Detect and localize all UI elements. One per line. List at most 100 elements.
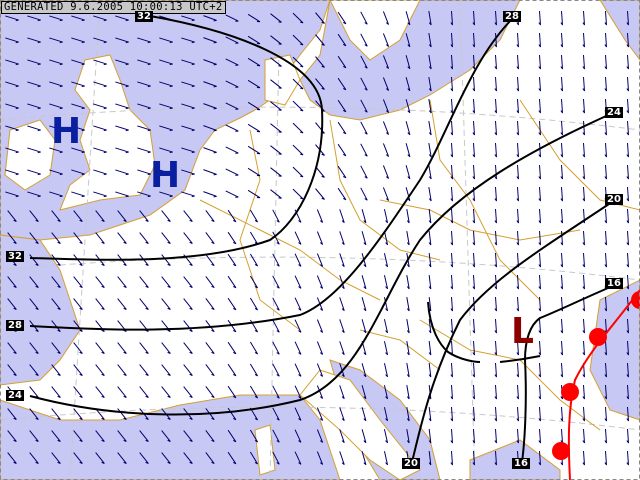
wind-arrow (117, 408, 127, 420)
wind-arrow (560, 252, 563, 268)
wind-arrow (538, 296, 541, 312)
wind-arrow (7, 298, 17, 310)
wind-arrow (5, 15, 19, 22)
wind-arrow (161, 276, 171, 288)
wind-arrow (249, 385, 259, 399)
wind-arrow (272, 209, 280, 223)
wind-arrow (117, 364, 127, 376)
wind-arrow (383, 209, 389, 224)
wind-arrow (339, 385, 345, 399)
wind-arrow (95, 430, 105, 442)
wind-arrow (71, 169, 85, 176)
wind-arrow (161, 452, 171, 464)
wind-arrow (626, 98, 629, 114)
wind-arrow (383, 363, 389, 378)
wind-arrow (405, 165, 411, 180)
wind-arrow (71, 37, 85, 44)
wind-arrow (560, 428, 563, 444)
wind-arrow (183, 342, 193, 354)
wind-arrow (249, 275, 259, 289)
wind-arrow (137, 191, 151, 198)
wind-arrow (117, 452, 127, 464)
wind-arrow (205, 430, 215, 443)
wind-arrow (315, 56, 325, 68)
wind-arrow (626, 120, 629, 136)
wind-arrow (247, 189, 261, 199)
wind-arrow (560, 54, 563, 70)
wind-arrow (73, 210, 83, 222)
wind-arrow (95, 298, 105, 310)
wind-arrow (205, 320, 215, 333)
wind-arrow (382, 33, 390, 47)
wind-arrow (626, 450, 629, 466)
wind-arrow (428, 428, 432, 444)
isobar-label: 24 (6, 390, 24, 401)
wind-arrow (315, 34, 325, 46)
wind-arrow (582, 142, 585, 158)
wind-arrow (428, 450, 432, 466)
wind-arrow (361, 429, 367, 444)
wind-arrow (560, 406, 563, 422)
wind-arrow (472, 362, 475, 378)
wind-arrow (538, 428, 541, 444)
wind-arrow (383, 253, 389, 268)
wind-arrow (247, 79, 261, 89)
wind-arrow (161, 254, 171, 266)
wind-arrow (538, 406, 541, 422)
wind-arrow (316, 209, 324, 223)
wind-arrow (27, 147, 41, 154)
wind-arrow (450, 252, 453, 268)
wind-arrow (339, 297, 345, 311)
wind-arrow (339, 231, 345, 245)
wind-arrow (137, 169, 151, 176)
wind-arrow (159, 37, 173, 44)
wind-arrow (582, 252, 585, 268)
wind-arrow (49, 103, 63, 110)
wind-arrow (272, 341, 280, 355)
wind-arrow (227, 363, 237, 377)
wind-arrow (472, 428, 475, 444)
wind-arrow (582, 296, 585, 312)
wind-arrow (270, 167, 282, 177)
wind-arrow (292, 122, 304, 134)
wind-arrow (604, 208, 607, 224)
wind-arrow (626, 186, 629, 202)
wind-arrow (183, 320, 193, 332)
wind-arrow (582, 186, 585, 202)
wind-arrow (159, 59, 173, 66)
high-pressure-center: H (150, 155, 181, 196)
wind-arrow (29, 210, 39, 222)
wind-arrow (382, 187, 390, 201)
front-symbol (552, 442, 570, 460)
wind-arrow (159, 147, 173, 154)
wind-arrow (494, 362, 497, 378)
wind-arrow (292, 188, 304, 200)
isobar-label: 16 (605, 278, 623, 289)
wind-arrow (270, 145, 282, 155)
wind-arrow (117, 276, 127, 288)
front-symbol (631, 291, 640, 309)
wind-arrow (361, 407, 367, 422)
wind-arrow (560, 98, 563, 114)
wind-arrow (339, 451, 345, 465)
wind-arrow (406, 319, 410, 334)
wind-arrow (339, 341, 345, 355)
wind-arrow (49, 81, 63, 88)
wind-arrow (205, 298, 215, 311)
wind-arrow (270, 101, 282, 111)
wind-arrow (494, 252, 497, 268)
wind-arrow (383, 231, 389, 246)
wind-arrow (29, 320, 39, 332)
wind-arrow (428, 55, 432, 70)
wind-arrow (494, 406, 497, 422)
wind-arrow (27, 81, 41, 88)
wind-arrow (361, 363, 367, 378)
wind-arrow (626, 406, 629, 422)
wind-arrow (560, 120, 563, 136)
wind-arrow (604, 428, 607, 444)
wind-arrow (538, 54, 541, 70)
wind-arrow (472, 142, 475, 158)
wind-arrow (450, 384, 453, 400)
isobar-fragment-b (499, 355, 541, 363)
